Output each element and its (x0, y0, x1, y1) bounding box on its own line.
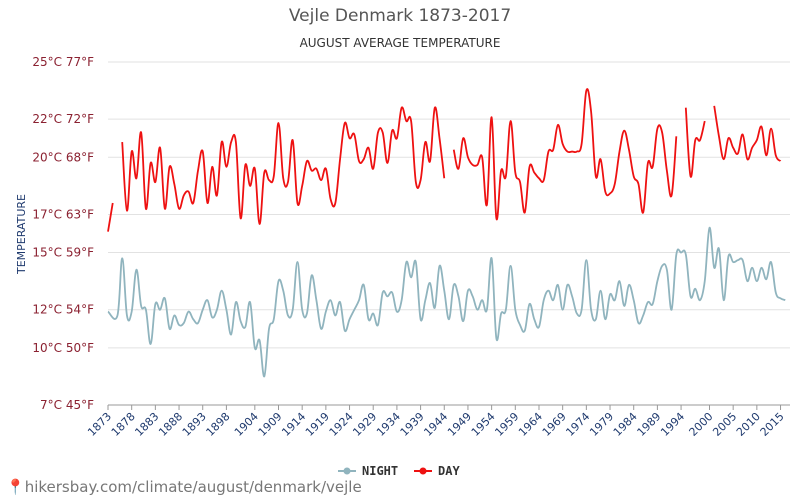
x-tick-label: 1934 (374, 410, 403, 439)
x-tick-label: 1939 (398, 410, 427, 439)
source-watermark[interactable]: 📍hikersbay.com/climate/august/denmark/ve… (6, 478, 362, 496)
y-tick-label: 12°C 54°F (32, 303, 94, 317)
x-tick-label: 1979 (587, 410, 616, 439)
location-pin-icon: 📍 (6, 478, 25, 496)
x-tick-label: 1888 (156, 410, 185, 439)
legend-item-night[interactable]: NIGHT (338, 464, 398, 478)
x-tick-label: 1969 (540, 410, 569, 439)
x-tick-label: 1959 (492, 410, 521, 439)
x-tick-label: 1984 (611, 410, 640, 439)
x-tick-label: 1909 (256, 410, 285, 439)
series-line-day (684, 107, 706, 178)
legend-label-night: NIGHT (362, 464, 398, 478)
x-tick-label: 1904 (232, 410, 261, 439)
legend-item-day[interactable]: DAY (414, 464, 460, 478)
x-tick-label: 1994 (658, 410, 687, 439)
x-tick-label: 1964 (516, 410, 545, 439)
grid-lines (108, 61, 790, 406)
chart-subtitle: AUGUST AVERAGE TEMPERATURE (299, 36, 501, 50)
series-line-day (452, 88, 678, 221)
y-tick-label: 20°C 68°F (32, 150, 94, 164)
x-tick-label: 1924 (327, 410, 356, 439)
legend-label-day: DAY (438, 464, 460, 478)
source-url: hikersbay.com/climate/august/denmark/vej… (24, 478, 362, 496)
x-tick-label: 1898 (204, 410, 233, 439)
x-tick-label: 1883 (132, 410, 161, 439)
y-tick-label: 25°C 77°F (32, 55, 94, 69)
x-tick-label: 1878 (109, 410, 138, 439)
x-tick-label: 2000 (687, 410, 716, 439)
x-tick-label: 1989 (635, 410, 664, 439)
y-axis-ticks: 7°C 45°F 10°C 50°F 12°C 54°F 15°C 59°F 17°C … (32, 55, 94, 412)
x-tick-label: 1954 (469, 410, 498, 439)
x-tick-label: 2010 (734, 410, 763, 439)
y-tick-label: 15°C 59°F (32, 246, 94, 260)
series-group (107, 88, 786, 378)
series-line-day (713, 105, 782, 162)
series-line-day (121, 106, 446, 225)
y-tick-label: 22°C 72°F (32, 112, 94, 126)
legend-marker-day (419, 467, 427, 475)
x-tick-label: 1873 (85, 410, 114, 439)
chart-title: Vejle Denmark 1873-2017 (288, 6, 512, 26)
x-tick-label: 1914 (279, 410, 308, 439)
series-line-night (107, 226, 786, 378)
x-tick-label: 1929 (350, 410, 379, 439)
x-tick-label: 2005 (710, 410, 739, 439)
y-axis-label: TEMPERATURE (15, 194, 28, 275)
x-tick-label: 1919 (303, 410, 332, 439)
legend-marker-night (343, 467, 351, 475)
x-tick-label: 1949 (445, 410, 474, 439)
y-tick-label: 17°C 63°F (32, 207, 94, 221)
x-tick-label: 1974 (563, 410, 592, 439)
y-tick-label: 10°C 50°F (32, 341, 94, 355)
x-tick-label: 1893 (180, 410, 209, 439)
x-tick-label: 1944 (421, 410, 450, 439)
legend[interactable]: NIGHT DAY (338, 464, 460, 478)
series-line-day (107, 202, 114, 232)
x-tick-label: 2015 (758, 410, 787, 439)
y-tick-label: 7°C 45°F (40, 398, 94, 412)
